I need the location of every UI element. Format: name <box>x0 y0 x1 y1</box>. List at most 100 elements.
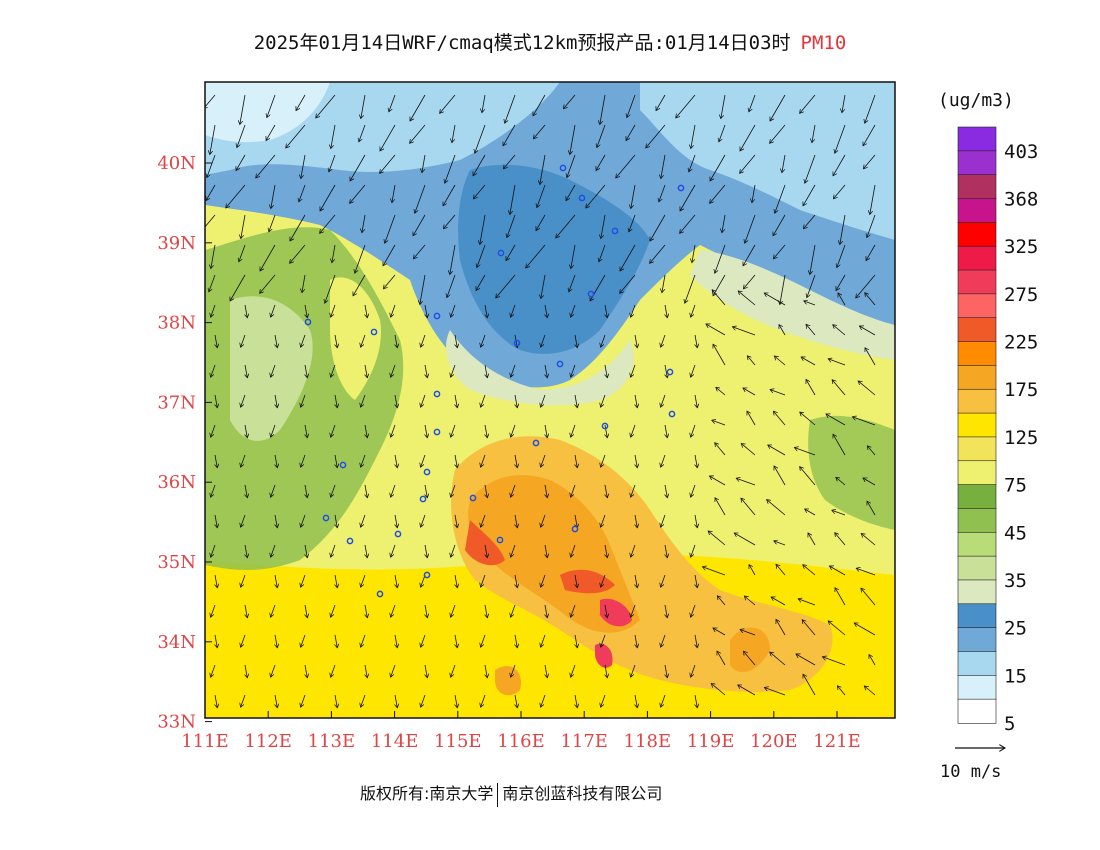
wind-vector <box>451 484 456 497</box>
wind-vector <box>455 634 457 648</box>
wind-vector <box>537 184 546 208</box>
wind-vector <box>605 424 607 438</box>
wind-vector <box>395 634 397 648</box>
wind-vector <box>241 334 246 347</box>
wind-vector <box>635 574 637 588</box>
wind-vector <box>481 694 486 707</box>
wind-vector <box>661 454 666 467</box>
wind-vector <box>536 214 546 231</box>
wind-vector <box>215 394 217 408</box>
wind-vector <box>515 574 517 588</box>
wind-vector <box>599 244 606 262</box>
wind-vector <box>215 694 217 708</box>
wind-vector <box>421 574 426 587</box>
map-frame <box>204 81 896 719</box>
wind-vector <box>540 154 546 185</box>
wind-vector <box>776 564 786 576</box>
wind-vector <box>812 124 816 143</box>
wind-vector <box>299 184 306 202</box>
wind-vector <box>832 510 846 516</box>
wind-vector <box>794 448 816 456</box>
wind-vector <box>864 686 876 696</box>
axis-ticks: 111E 112E 113E 114E 115E 116E 117E 118E 119E 120E… <box>157 153 860 752</box>
wind-vector <box>365 364 367 378</box>
legend-label: 25 <box>1004 618 1027 640</box>
wind-vector <box>708 531 726 546</box>
wind-vector <box>451 544 456 557</box>
wind-vector <box>835 533 846 546</box>
wind-vector <box>665 424 667 438</box>
wind-vector <box>425 484 427 498</box>
wind-vector <box>541 334 546 347</box>
wind-vector <box>485 604 487 618</box>
station-marker <box>571 525 579 533</box>
wind-vector <box>734 533 756 546</box>
wind-vector <box>802 620 816 636</box>
wind-vector <box>695 334 697 348</box>
wind-vector <box>828 359 846 366</box>
wind-vector <box>245 604 247 618</box>
wind-vector <box>575 634 577 648</box>
wind-vector <box>571 484 576 497</box>
y-tick-label: 39N <box>157 233 196 254</box>
wind-vector <box>447 274 456 298</box>
wind-vector <box>413 214 426 236</box>
wind-vector <box>661 394 666 407</box>
wind-vector <box>575 454 577 468</box>
wind-vector <box>631 484 636 497</box>
wind-vector <box>271 604 276 617</box>
wind-vector <box>353 274 366 296</box>
wind-vector <box>320 214 336 233</box>
wind-vector <box>275 634 277 648</box>
wind-vector <box>301 454 306 467</box>
wind-vector <box>747 356 756 366</box>
wind-vector <box>421 394 426 407</box>
legend-swatch <box>957 579 997 605</box>
wind-vector <box>476 274 486 291</box>
wind-vector <box>365 424 367 438</box>
wind-vector <box>496 274 516 298</box>
station-marker <box>419 495 427 503</box>
wind-vector <box>665 664 667 678</box>
wind-vector <box>331 484 336 497</box>
wind-vector <box>635 334 637 348</box>
wind-vector <box>271 544 276 557</box>
wind-vector <box>695 574 697 588</box>
wind-vector <box>659 184 666 202</box>
wind-vector <box>481 574 486 587</box>
wind-vector <box>241 574 246 587</box>
y-tick-label: 37N <box>157 392 196 413</box>
station-marker <box>513 339 521 347</box>
wind-vector <box>215 454 217 468</box>
legend-swatch <box>957 675 997 700</box>
wind-vector <box>383 274 396 289</box>
wind-vector <box>749 94 756 112</box>
wind-vector <box>215 634 217 648</box>
station-marker <box>423 571 431 579</box>
wind-vector <box>712 290 726 306</box>
wind-vector <box>316 94 336 118</box>
legend-swatch <box>957 436 997 462</box>
wind-vector <box>601 394 606 407</box>
wind-vector <box>545 304 547 318</box>
wind-vector <box>569 274 576 292</box>
wind-vector <box>741 498 756 516</box>
station-marker <box>556 360 564 368</box>
wind-vector <box>545 544 547 558</box>
wind-vector <box>691 544 696 557</box>
wind-vector <box>828 621 846 636</box>
wind-vector <box>301 154 306 179</box>
wind-vector <box>485 364 487 378</box>
wind-vector <box>275 514 277 528</box>
wind-vector <box>331 604 336 617</box>
wind-vector <box>211 544 216 557</box>
wind-vector <box>211 664 216 677</box>
station-marker <box>611 227 619 235</box>
wind-vector <box>691 484 696 497</box>
wind-vector <box>395 514 397 528</box>
x-tick-label: 120E <box>750 731 798 752</box>
station-marker <box>668 410 676 418</box>
station-marker <box>433 312 441 320</box>
wind-vector <box>695 514 697 528</box>
wind-vector <box>829 566 846 576</box>
